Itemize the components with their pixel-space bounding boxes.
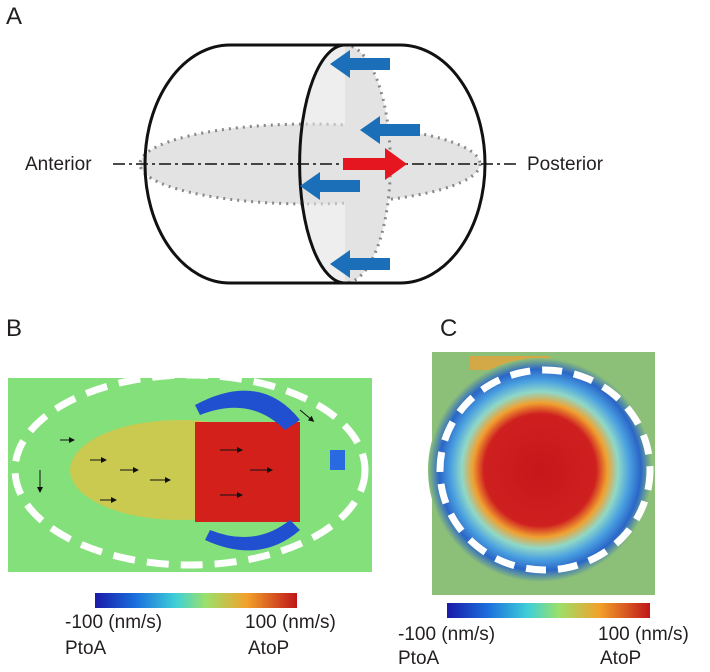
colorbar-label: PtoA	[65, 638, 107, 659]
axis-label: Anterior	[25, 154, 92, 175]
panel-label: A	[6, 3, 22, 30]
colorbar-label: -100 (nm/s)	[65, 612, 162, 633]
colorbar-label: AtoP	[600, 648, 641, 669]
colorbar-label: -100 (nm/s)	[398, 624, 495, 645]
panel-label: C	[440, 315, 457, 342]
heatmap	[8, 371, 372, 572]
colorbar-label: AtoP	[248, 638, 289, 659]
colorbar-label: 100 (nm/s)	[245, 612, 336, 633]
heatmap	[428, 352, 655, 595]
colorbar-label: 100 (nm/s)	[598, 624, 689, 645]
panel-label: B	[6, 315, 22, 342]
embryo-diagram	[113, 43, 517, 285]
colorbar	[447, 603, 650, 618]
axis-label: Posterior	[527, 154, 604, 175]
colorbar	[95, 593, 297, 608]
colorbar-label: PtoA	[398, 648, 440, 669]
